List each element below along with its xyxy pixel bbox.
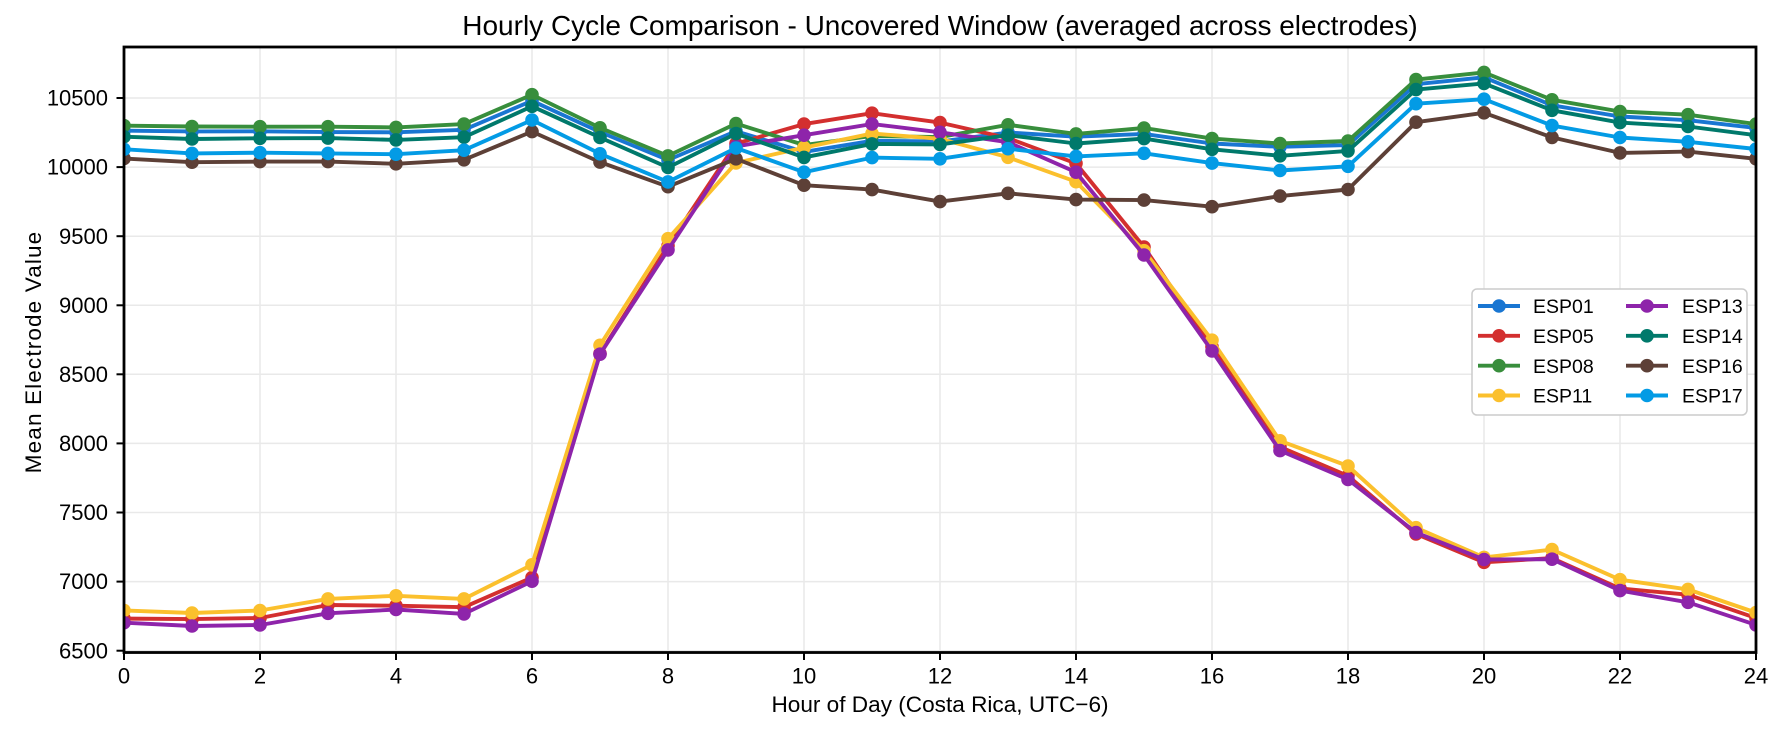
svg-text:ESP11: ESP11 [1533,386,1592,408]
svg-text:9000: 9000 [59,293,108,318]
svg-text:7000: 7000 [59,569,108,594]
svg-text:8: 8 [662,664,674,689]
svg-text:16: 16 [1200,664,1224,689]
svg-text:ESP13: ESP13 [1682,296,1743,318]
svg-text:14: 14 [1064,664,1088,689]
svg-text:18: 18 [1336,664,1360,689]
svg-text:ESP08: ESP08 [1533,356,1594,378]
svg-text:10000: 10000 [47,155,108,180]
svg-text:4: 4 [390,664,402,689]
svg-text:Hourly Cycle Comparison - Unco: Hourly Cycle Comparison - Uncovered Wind… [462,10,1418,41]
svg-text:Mean Electrode Value: Mean Electrode Value [21,231,46,474]
svg-text:6: 6 [526,664,538,689]
svg-text:6500: 6500 [59,638,108,663]
svg-text:10500: 10500 [47,86,108,111]
svg-text:20: 20 [1472,664,1496,689]
svg-text:0: 0 [118,664,130,689]
svg-text:12: 12 [928,664,952,689]
svg-text:ESP17: ESP17 [1682,386,1743,408]
svg-text:ESP16: ESP16 [1682,356,1743,378]
svg-text:7500: 7500 [59,500,108,525]
svg-text:10: 10 [792,664,816,689]
svg-text:ESP05: ESP05 [1533,326,1594,348]
svg-text:22: 22 [1608,664,1632,689]
svg-text:9500: 9500 [59,224,108,249]
svg-text:Hour of Day (Costa Rica, UTC−6: Hour of Day (Costa Rica, UTC−6) [771,692,1108,717]
svg-text:8000: 8000 [59,431,108,456]
svg-text:ESP14: ESP14 [1682,326,1743,348]
svg-text:2: 2 [254,664,266,689]
svg-text:24: 24 [1744,664,1768,689]
svg-text:ESP01: ESP01 [1533,296,1594,318]
svg-text:8500: 8500 [59,362,108,387]
